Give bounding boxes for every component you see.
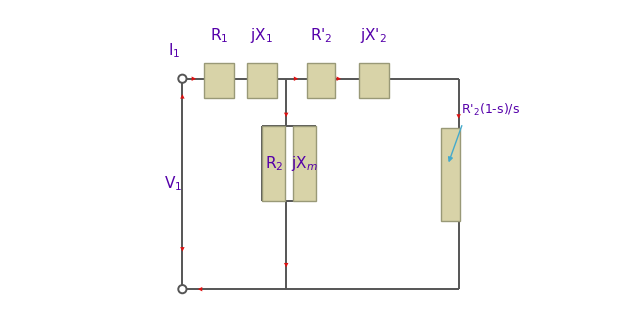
Bar (359, 63, 389, 98)
Text: jX$_1$: jX$_1$ (250, 26, 273, 45)
Text: R$_2$: R$_2$ (265, 154, 283, 173)
Bar (293, 126, 316, 201)
Bar (247, 63, 277, 98)
Text: R$'_2$: R$'_2$ (309, 27, 333, 45)
Bar (441, 128, 460, 221)
Text: R$_1$: R$_1$ (210, 27, 228, 45)
Bar (307, 63, 335, 98)
Bar (263, 126, 285, 201)
Circle shape (178, 75, 187, 83)
Circle shape (178, 285, 187, 293)
Bar (204, 63, 234, 98)
Text: jX$_m$: jX$_m$ (291, 154, 318, 173)
Text: jX$'_2$: jX$'_2$ (361, 26, 388, 45)
Text: V$_1$: V$_1$ (164, 175, 182, 193)
Text: R$'_2$(1-s)/s: R$'_2$(1-s)/s (461, 102, 520, 118)
Text: I$_1$: I$_1$ (168, 41, 180, 60)
